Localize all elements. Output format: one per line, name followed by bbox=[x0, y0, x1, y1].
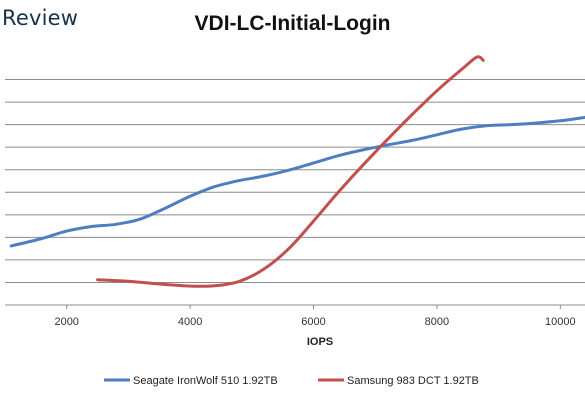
series-line-1 bbox=[9, 115, 585, 248]
x-tick-label: 2000 bbox=[54, 316, 78, 328]
x-axis-label: IOPS bbox=[307, 336, 333, 348]
legend-label-2: Samsung 983 DCT 1.92TB bbox=[347, 375, 479, 387]
legend: Seagate IronWolf 510 1.92TB Samsung 983 D… bbox=[104, 375, 479, 387]
gridlines bbox=[5, 79, 585, 283]
legend-label-1: Seagate IronWolf 510 1.92TB bbox=[133, 375, 278, 387]
brand-logo-text: Review bbox=[2, 6, 79, 30]
x-tick-labels: 2000 4000 6000 8000 10000 bbox=[54, 305, 576, 328]
series-lines bbox=[9, 55, 585, 288]
x-tick-label: 8000 bbox=[425, 316, 449, 328]
series-line-2 bbox=[96, 55, 485, 288]
x-tick-label: 10000 bbox=[545, 316, 576, 328]
x-tick-label: 4000 bbox=[178, 316, 202, 328]
chart-title: VDI-LC-Initial-Login bbox=[194, 12, 391, 35]
x-tick-label: 6000 bbox=[301, 316, 325, 328]
